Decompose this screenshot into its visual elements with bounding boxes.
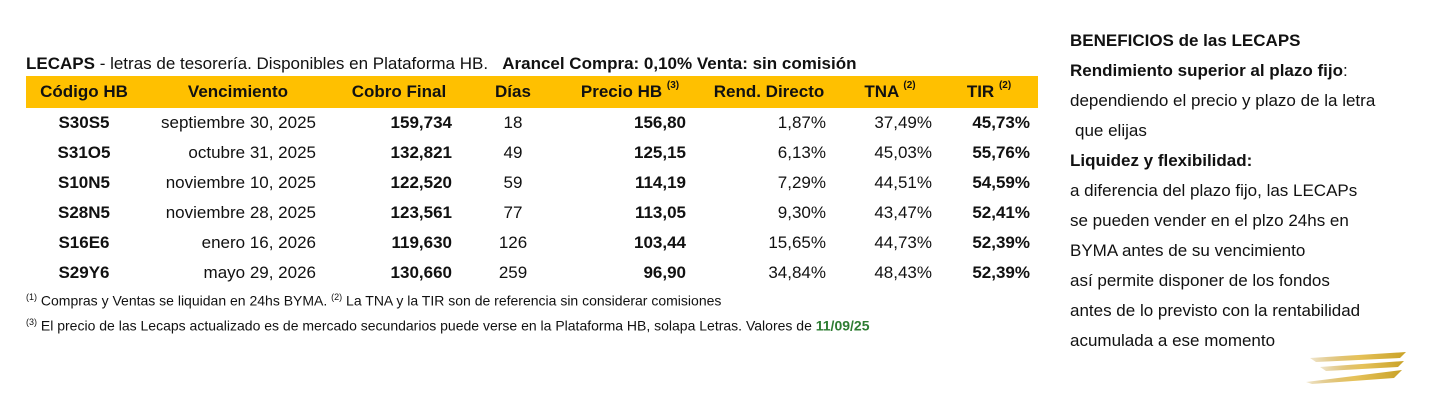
col-header-tir: TIR (2) [966, 80, 1012, 101]
cell-venc: octubre 31, 2025 [188, 143, 316, 162]
footnote-2-text: La TNA y la TIR son de referencia sin co… [342, 292, 722, 309]
panel-title: LECAPS - letras de tesorería. Disponible… [26, 52, 1038, 76]
cell-cobro: 159,734 [390, 113, 452, 132]
cell-venc: noviembre 10, 2025 [165, 173, 316, 192]
benefit-1-line: que elijas [1075, 121, 1147, 140]
cell-venc: septiembre 30, 2025 [161, 113, 316, 132]
cell-precio: 96,90 [643, 263, 686, 282]
lecaps-panel: LECAPS - letras de tesorería. Disponible… [26, 52, 1038, 333]
footnote-1-text: Compras y Ventas se liquidan en 24hs BYM… [37, 292, 332, 309]
table-row: S29Y6 mayo 29, 2026 130,660 259 96,90 34… [26, 258, 1038, 288]
col-header-dias: Días [495, 82, 531, 101]
title-lead: LECAPS [26, 54, 95, 73]
cell-dias: 18 [503, 113, 523, 132]
cell-rend: 1,87% [777, 113, 826, 132]
cell-code: S29Y6 [58, 263, 110, 282]
cell-tna: 44,73% [874, 233, 932, 252]
benefit-2-line: acumulada a ese momento [1070, 331, 1276, 350]
benefits-panel: BENEFICIOS de las LECAPS Rendimiento sup… [1070, 26, 1420, 356]
benefit-2-line: así permite disponer de los fondos [1070, 271, 1330, 290]
table-row: S10N5 noviembre 10, 2025 122,520 59 114,… [26, 168, 1038, 198]
cell-cobro: 119,630 [391, 233, 452, 252]
cell-tir: 52,41% [972, 203, 1030, 222]
cell-code: S28N5 [58, 203, 110, 222]
arancel-text: Arancel Compra: 0,10% Venta: sin comisió… [502, 54, 857, 73]
table-row: S28N5 noviembre 28, 2025 123,561 77 113,… [26, 198, 1038, 228]
cell-dias: 77 [503, 203, 523, 222]
cell-code: S30S5 [58, 113, 110, 132]
cell-tna: 43,47% [874, 203, 932, 222]
cell-precio: 156,80 [634, 113, 686, 132]
table-row: S16E6 enero 16, 2026 119,630 126 103,44 … [26, 228, 1038, 258]
values-date: 11/09/25 [815, 317, 870, 334]
cell-tir: 52,39% [972, 233, 1030, 252]
footnote-1-marker: (1) [26, 292, 37, 302]
table-row: S30S5 septiembre 30, 2025 159,734 18 156… [26, 108, 1038, 138]
table-row: S31O5 octubre 31, 2025 132,821 49 125,15… [26, 138, 1038, 168]
cell-precio: 114,19 [634, 173, 686, 192]
cell-venc: enero 16, 2026 [201, 233, 316, 252]
cell-tir: 55,76% [972, 143, 1030, 162]
benefit-1-title: Rendimiento superior al plazo fijo [1070, 61, 1343, 80]
cell-dias: 59 [503, 173, 523, 192]
col-header-precio: Precio HB (3) [580, 80, 680, 101]
cell-precio: 125,15 [634, 143, 686, 162]
col-header-vencimiento: Vencimiento [187, 82, 289, 101]
cell-code: S31O5 [57, 143, 111, 162]
cell-cobro: 132,821 [390, 143, 452, 162]
footnote-2-marker: (2) [331, 292, 343, 302]
benefit-1-colon: : [1342, 61, 1348, 80]
cell-tna: 48,43% [874, 263, 932, 282]
benefit-2-line: se pueden vender en el plzo 24hs en [1070, 211, 1349, 230]
cell-code: S10N5 [58, 173, 110, 192]
cell-rend: 6,13% [777, 143, 826, 162]
benefit-2-line: a diferencia del plazo fijo, las LECAPs [1070, 181, 1358, 200]
col-header-cobro: Cobro Final [351, 82, 447, 101]
cell-tir: 52,39% [972, 263, 1030, 282]
cell-tir: 45,73% [972, 113, 1030, 132]
footnote-3: (3) El precio de las Lecaps actualizado … [26, 317, 1038, 334]
cell-cobro: 123,561 [390, 203, 452, 222]
cell-tir: 54,59% [972, 173, 1030, 192]
benefit-2-title: Liquidez y flexibilidad: [1070, 151, 1253, 170]
cell-rend: 34,84% [768, 263, 826, 282]
cell-tna: 37,49% [874, 113, 932, 132]
title-text: - letras de tesorería. Disponibles en Pl… [94, 54, 489, 73]
cell-venc: noviembre 28, 2025 [165, 203, 316, 222]
cell-dias: 49 [503, 143, 523, 162]
footnote-3-text: El precio de las Lecaps actualizado es d… [37, 317, 816, 334]
cell-precio: 113,05 [634, 203, 686, 222]
cell-cobro: 122,520 [390, 173, 452, 192]
benefit-1-line: dependiendo el precio y plazo de la letr… [1070, 91, 1376, 110]
cell-venc: mayo 29, 2026 [203, 263, 316, 282]
gold-swoosh-logo-icon [1306, 352, 1406, 384]
footnote-1-2: (1) Compras y Ventas se liquidan en 24hs… [26, 292, 1038, 309]
benefit-2-line: BYMA antes de su vencimiento [1070, 241, 1306, 260]
col-header-codigo: Código HB [40, 82, 128, 101]
cell-tna: 44,51% [874, 173, 932, 192]
footnote-3-marker: (3) [26, 316, 37, 327]
cell-dias: 259 [498, 263, 528, 282]
cell-code: S16E6 [58, 233, 110, 252]
cell-rend: 9,30% [777, 203, 826, 222]
table-header-row: Código HB Vencimiento Cobro Final Días P… [26, 76, 1038, 108]
cell-rend: 7,29% [777, 173, 826, 192]
cell-dias: 126 [498, 233, 528, 252]
cell-rend: 15,65% [768, 233, 826, 252]
benefits-title: BENEFICIOS de las LECAPS [1070, 31, 1301, 50]
cell-precio: 103,44 [634, 233, 686, 252]
col-header-tna: TNA (2) [864, 80, 916, 101]
benefit-1-heading: Rendimiento superior al plazo fijo: [1070, 56, 1420, 86]
col-header-rend: Rend. Directo [713, 82, 825, 101]
lecaps-table: Código HB Vencimiento Cobro Final Días P… [26, 76, 1038, 288]
benefit-2-line: antes de lo previsto con la rentabilidad [1070, 301, 1361, 320]
cell-cobro: 130,660 [390, 263, 452, 282]
cell-tna: 45,03% [874, 143, 932, 162]
